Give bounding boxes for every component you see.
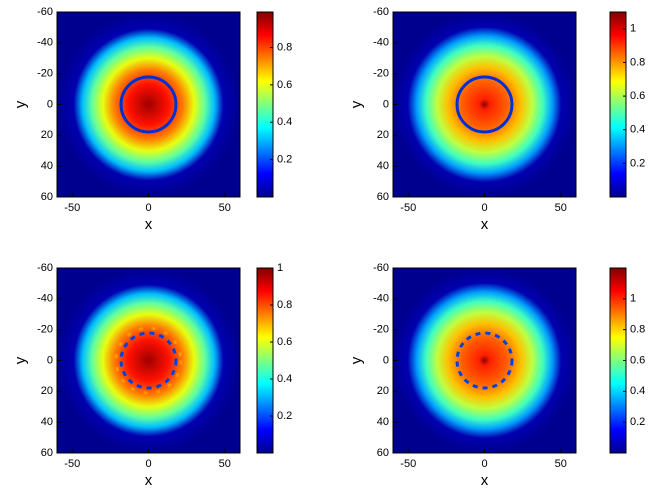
ring <box>119 331 178 390</box>
colorbar-tick-label: 0.8 <box>277 299 292 311</box>
ring-spots <box>114 326 183 395</box>
colorbar-tick-label: 0.8 <box>630 324 645 336</box>
colorbar-tick-label: 0.2 <box>630 157 645 169</box>
y-tick-label: 20 <box>377 385 389 397</box>
ring <box>455 75 514 134</box>
y-tick-label: -40 <box>37 37 53 49</box>
heatmap-image <box>57 268 240 453</box>
colorbar-tick-label: 0.6 <box>630 90 645 102</box>
y-tick-label: 60 <box>377 191 389 203</box>
y-tick-label: -40 <box>373 37 389 49</box>
x-axis-label: x <box>145 216 153 233</box>
colorbar-tick-label: 0.4 <box>277 373 292 385</box>
colorbar-tick-label: 1 <box>630 23 636 35</box>
y-tick-label: -60 <box>373 262 389 274</box>
x-tick-label: 0 <box>145 458 151 470</box>
y-tick-label: -20 <box>373 68 389 80</box>
colorbar-tick-label: 0.2 <box>277 154 292 166</box>
x-tick-label: -50 <box>64 458 80 470</box>
y-tick-label: -40 <box>37 293 53 305</box>
colorbar-tick-label: 0.4 <box>630 124 645 136</box>
x-axis-label: x <box>145 472 153 489</box>
y-tick-label: 60 <box>377 447 389 459</box>
colorbar-tick-label: 0.6 <box>277 336 292 348</box>
colorbar <box>256 267 274 454</box>
y-tick-label: -20 <box>37 68 53 80</box>
colorbar-tick-label: 1 <box>277 262 283 274</box>
x-tick-label: -50 <box>400 458 416 470</box>
y-tick-label: -40 <box>373 293 389 305</box>
x-axis-label: x <box>481 472 489 489</box>
y-tick-label: 20 <box>41 129 53 141</box>
colorbar-tick-label: 0.2 <box>277 410 292 422</box>
heatmap-image <box>393 268 576 453</box>
y-tick-label: 0 <box>47 354 53 366</box>
colorbar-tick-label: 0.6 <box>630 354 645 366</box>
colorbar-tick-label: 0.8 <box>277 41 292 53</box>
x-tick-label: 50 <box>555 458 567 470</box>
y-axis-label: y <box>348 356 365 364</box>
y-tick-label: 40 <box>41 416 53 428</box>
y-tick-label: 40 <box>377 160 389 172</box>
x-axis-label: x <box>481 216 489 233</box>
y-tick-label: 0 <box>47 98 53 110</box>
x-tick-label: 0 <box>481 202 487 214</box>
x-tick-label: 50 <box>555 202 567 214</box>
ring <box>119 75 178 134</box>
y-axis-label: y <box>12 100 29 108</box>
y-tick-label: -60 <box>373 6 389 18</box>
colorbar-tick-label: 0.4 <box>630 385 645 397</box>
heatmap-image <box>393 12 576 197</box>
x-tick-label: -50 <box>400 202 416 214</box>
y-tick-label: -60 <box>37 262 53 274</box>
x-tick-label: 0 <box>481 458 487 470</box>
y-tick-label: 20 <box>377 129 389 141</box>
ring <box>455 331 514 390</box>
colorbar <box>609 11 627 198</box>
y-tick-label: 40 <box>41 160 53 172</box>
x-tick-label: 50 <box>219 458 231 470</box>
y-tick-label: -20 <box>37 324 53 336</box>
colorbar-tick-label: 0.8 <box>630 56 645 68</box>
y-axis-label: y <box>348 100 365 108</box>
y-tick-label: -60 <box>37 6 53 18</box>
x-tick-label: 50 <box>219 202 231 214</box>
x-tick-label: -50 <box>64 202 80 214</box>
y-tick-label: -20 <box>373 324 389 336</box>
y-tick-label: 20 <box>41 385 53 397</box>
ring-spots <box>450 326 519 395</box>
y-tick-label: 60 <box>41 191 53 203</box>
colorbar-tick-label: 1 <box>630 293 636 305</box>
heatmap-image <box>57 12 240 197</box>
y-tick-label: 40 <box>377 416 389 428</box>
y-tick-label: 60 <box>41 447 53 459</box>
y-tick-label: 0 <box>383 98 389 110</box>
colorbar <box>256 11 274 198</box>
y-axis-label: y <box>12 356 29 364</box>
x-tick-label: 0 <box>145 202 151 214</box>
colorbar-tick-label: 0.2 <box>630 416 645 428</box>
colorbar-tick-label: 0.6 <box>277 79 292 91</box>
colorbar-tick-label: 0.4 <box>277 116 292 128</box>
y-tick-label: 0 <box>383 354 389 366</box>
